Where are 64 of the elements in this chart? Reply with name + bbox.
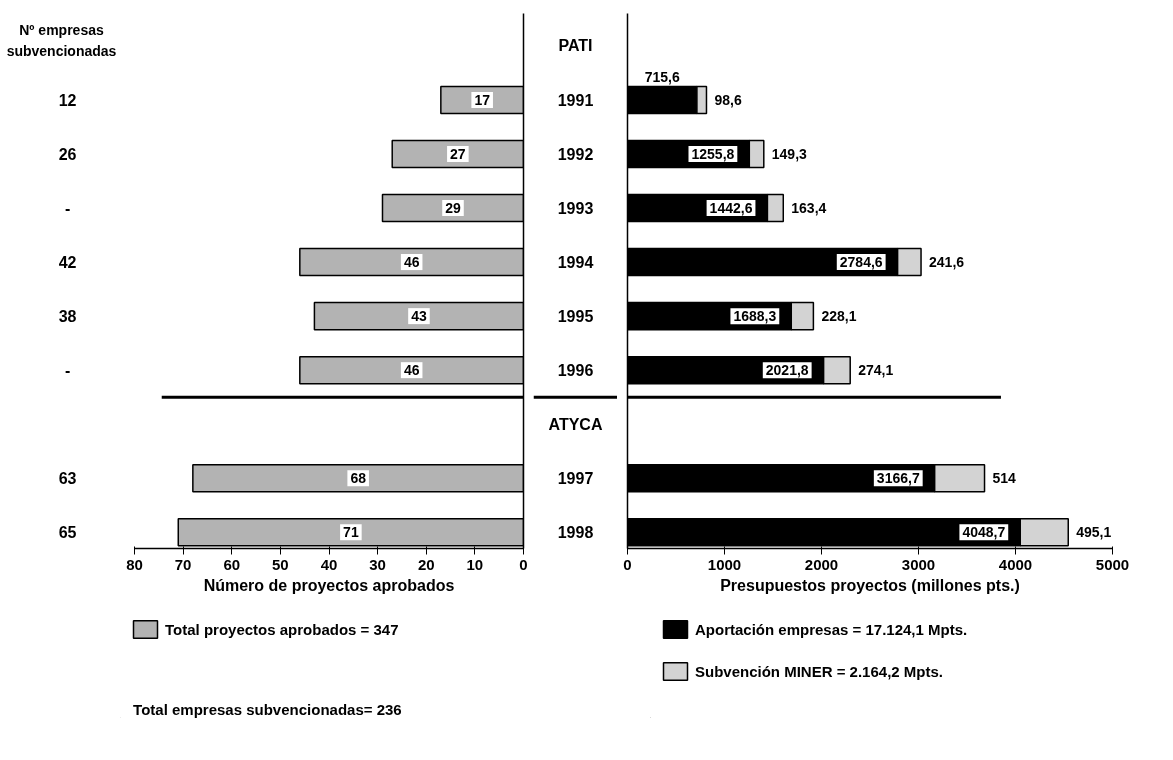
x-axis-title: Número de proyectos aprobados	[203, 576, 455, 594]
data-label: 27	[450, 146, 466, 163]
text: ATYCA	[548, 415, 603, 433]
x-tick-label: 20	[417, 555, 435, 573]
data-label: 163,4	[791, 200, 827, 217]
text: PATI	[558, 37, 593, 55]
text: -	[64, 200, 71, 218]
x-tick-label: 50	[272, 555, 289, 573]
x-tick-label: 0	[519, 555, 528, 573]
x-tick-label: 0	[623, 555, 632, 573]
x-tick-label: 1000	[707, 555, 742, 573]
data-label: 1255,8	[691, 146, 735, 163]
data-label: 715,6	[644, 68, 680, 85]
text: 26	[58, 146, 77, 164]
data-label: 228,1	[821, 308, 857, 325]
data-label: 98,6	[714, 91, 742, 108]
data-label: 514	[992, 470, 1017, 487]
data-label: 1688,3	[733, 308, 777, 325]
category-label: 1993	[557, 200, 594, 218]
data-label: 46	[403, 254, 420, 271]
x-tick-label: 4000	[998, 555, 1033, 573]
data-label: 2784,6	[839, 254, 883, 271]
text: 42	[58, 254, 77, 272]
category-label: 1996	[557, 362, 594, 380]
x-tick-label: 10	[466, 555, 484, 573]
category-label: 1991	[557, 91, 594, 109]
x-tick-label: 2000	[804, 555, 839, 573]
data-label: 71	[343, 524, 359, 541]
x-axis-title: Presupuestos proyectos (millones pts.)	[720, 576, 1020, 594]
data-label: 1442,6	[709, 200, 753, 217]
data-label: 241,6	[929, 254, 965, 271]
data-label: 274,1	[858, 362, 894, 379]
data-label: 3166,7	[876, 470, 920, 487]
text: 38	[58, 308, 77, 326]
category-label: 1998	[557, 524, 594, 542]
text: -	[64, 362, 71, 380]
data-label: 68	[350, 470, 367, 487]
data-label: 149,3	[771, 146, 808, 163]
x-tick-label: 3000	[901, 555, 936, 573]
text: 63	[58, 470, 77, 488]
category-label: 1997	[557, 470, 594, 488]
x-tick-label: 60	[223, 555, 241, 573]
data-label: 17	[474, 91, 491, 108]
legend-label: Aportación empresas = 17.124,1 Mpts.	[695, 620, 968, 638]
data-label: 46	[403, 362, 420, 379]
text: Nº empresas subvencionadas	[6, 22, 117, 59]
x-tick-label: 70	[174, 555, 192, 573]
data-label: 43	[411, 308, 427, 325]
x-tick-label: 80	[126, 555, 143, 573]
text: 12	[58, 91, 77, 109]
category-label: 1992	[557, 146, 594, 164]
text: Total empresas subvencionadas= 236	[133, 701, 402, 719]
data-label: 4048,7	[962, 524, 1006, 541]
x-tick-label: 40	[320, 555, 338, 573]
legend-label: Subvención MINER = 2.164,2 Mpts.	[695, 662, 943, 680]
x-tick-label: 30	[369, 555, 386, 573]
category-label: 1995	[557, 308, 594, 326]
data-label: 29	[445, 200, 461, 217]
data-label: 495,1	[1076, 524, 1112, 541]
x-tick-label: 5000	[1095, 555, 1130, 573]
legend-label: Total proyectos aprobados = 347	[165, 620, 399, 638]
category-label: 1994	[557, 254, 594, 272]
text: 65	[58, 524, 77, 542]
data-label: 2021,8	[765, 362, 809, 379]
